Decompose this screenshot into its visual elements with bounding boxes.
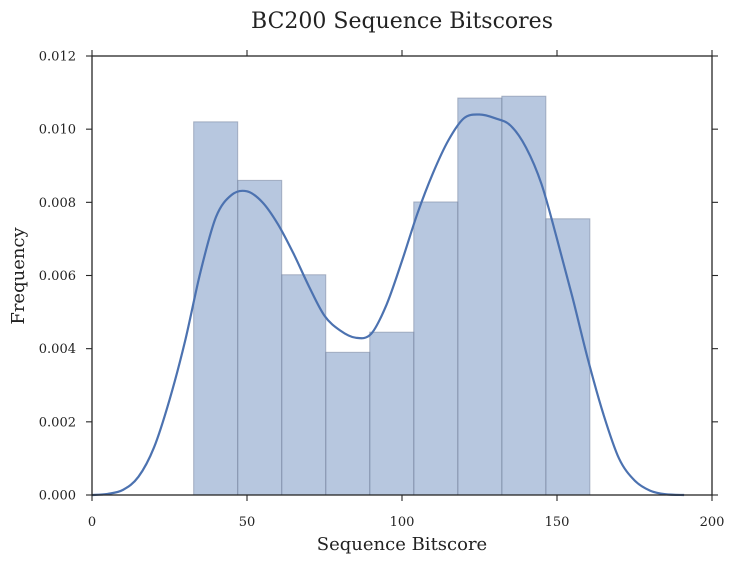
y-tick-label: 0.004 xyxy=(39,342,76,357)
histogram-bar xyxy=(501,95,547,496)
x-tick-label: 100 xyxy=(390,515,415,530)
histogram-bar xyxy=(369,331,415,496)
histogram-bar xyxy=(237,179,283,496)
x-axis-ticks: 0 50 100 150 200 xyxy=(88,50,725,530)
histogram-bar xyxy=(325,351,371,496)
histogram-bars xyxy=(193,95,591,496)
histogram-bar xyxy=(457,97,503,496)
histogram-bar xyxy=(545,218,591,496)
y-tick-label: 0.012 xyxy=(39,50,76,65)
y-tick-label: 0.000 xyxy=(39,489,76,504)
y-tick-label: 0.002 xyxy=(39,415,76,430)
histogram-bar xyxy=(193,121,239,496)
x-tick-label: 150 xyxy=(545,515,570,530)
x-tick-label: 50 xyxy=(239,515,256,530)
y-tick-label: 0.010 xyxy=(39,123,76,138)
x-tick-label: 0 xyxy=(88,515,96,530)
y-tick-label: 0.006 xyxy=(39,269,76,284)
y-axis-ticks: 0.000 0.002 0.004 0.006 0.008 0.010 0.012 xyxy=(39,50,718,504)
y-tick-label: 0.008 xyxy=(39,196,76,211)
y-axis-label: Frequency xyxy=(8,226,29,324)
histogram-bar xyxy=(413,201,459,496)
chart-title: BC200 Sequence Bitscores xyxy=(251,9,553,34)
x-tick-label: 200 xyxy=(700,515,725,530)
kde-curve xyxy=(91,113,685,497)
x-axis-label: Sequence Bitscore xyxy=(317,534,487,555)
